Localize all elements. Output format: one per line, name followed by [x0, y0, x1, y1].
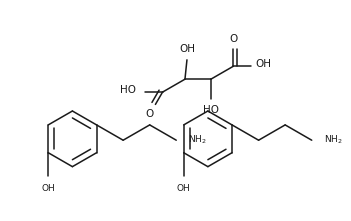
Text: O: O	[145, 109, 153, 119]
Text: OH: OH	[177, 184, 191, 193]
Text: HO: HO	[120, 85, 135, 95]
Text: NH$_2$: NH$_2$	[188, 134, 207, 147]
Text: OH: OH	[41, 184, 55, 193]
Text: NH$_2$: NH$_2$	[324, 134, 342, 147]
Text: OH: OH	[179, 44, 195, 54]
Text: O: O	[229, 34, 237, 44]
Text: HO: HO	[203, 105, 219, 114]
Text: OH: OH	[255, 59, 271, 69]
